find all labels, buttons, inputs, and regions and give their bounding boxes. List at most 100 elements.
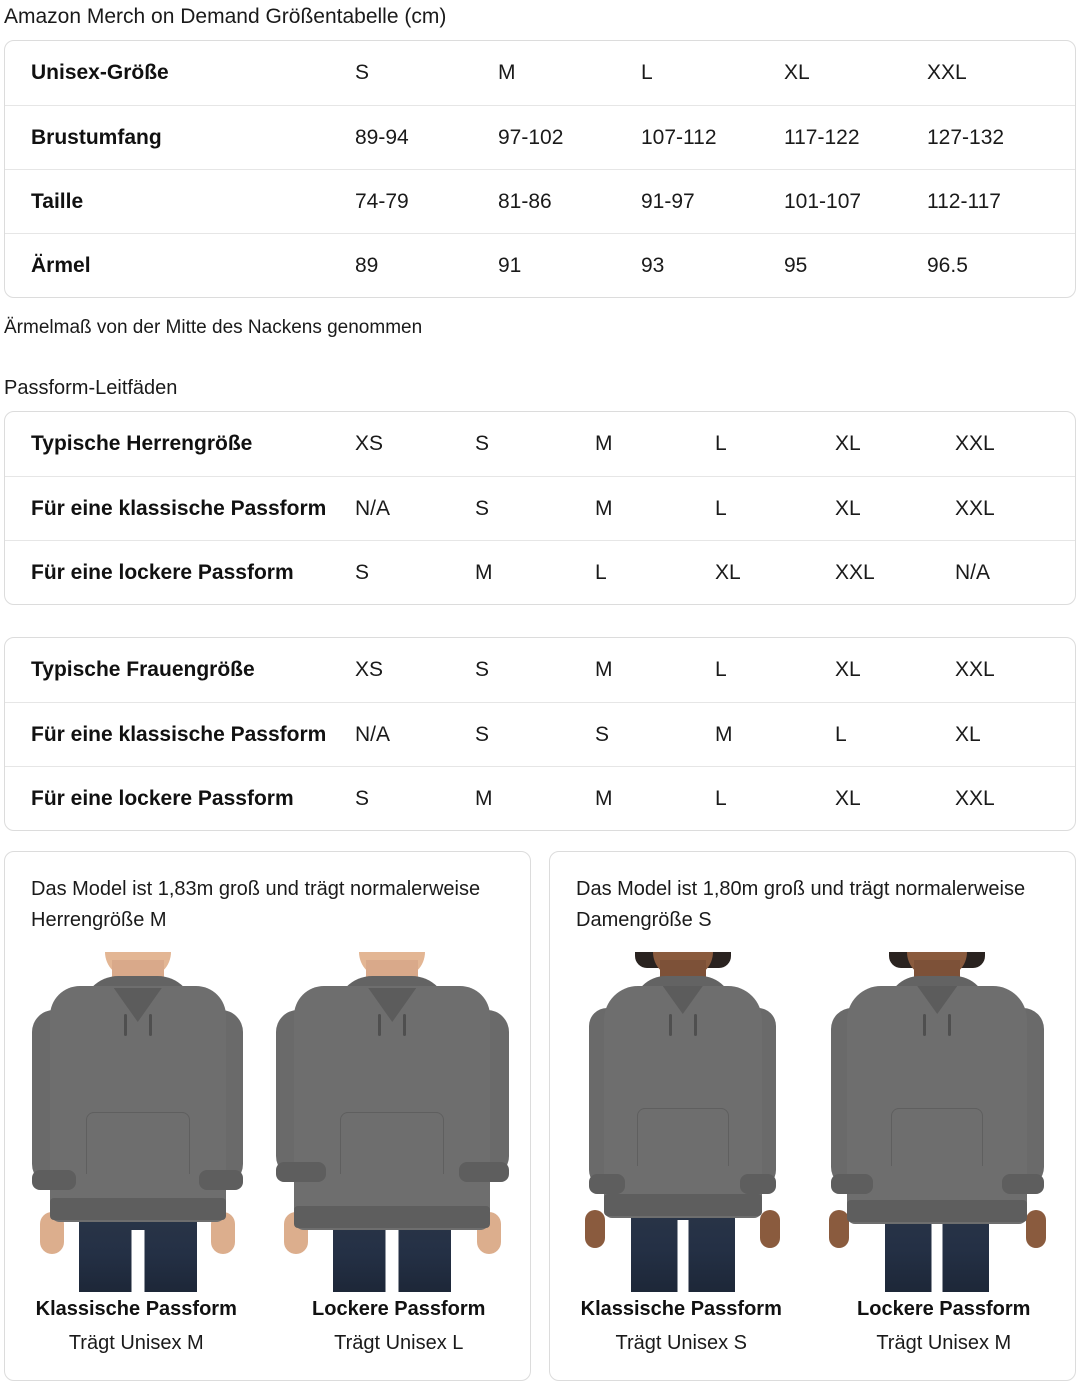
drawstring-left-icon	[923, 1014, 927, 1036]
hem-band-shape	[294, 1206, 491, 1228]
right-hand-shape	[760, 1210, 781, 1248]
model-figures	[550, 944, 1075, 1292]
table-cell: M	[595, 658, 613, 681]
fit-wears: Trägt Unisex M	[68, 1332, 204, 1354]
row-cells: S M L XL XXL N/A	[355, 561, 1075, 585]
row-header-label: Brustumfang	[31, 125, 162, 149]
fit-wears: Trägt Unisex S	[615, 1332, 748, 1354]
table-row: Taille 74-79 81-86 91-97 101-107 112-117	[5, 169, 1075, 233]
right-cuff-shape	[199, 1170, 244, 1190]
header-cells: S M L XL XXL	[355, 61, 1075, 85]
table-cell: XXL	[955, 496, 995, 520]
table-cell: M	[498, 61, 516, 84]
model-description: Das Model ist 1,80m groß und trägt norma…	[576, 878, 1026, 931]
model-card-mens: Das Model ist 1,83m groß und trägt norma…	[4, 851, 531, 1381]
fit-wears: Trägt Unisex L	[334, 1332, 464, 1354]
table-cell: S	[355, 786, 370, 810]
row-cells: N/A S M L XL XXL	[355, 497, 1075, 521]
table-cell: L	[835, 722, 847, 746]
table-row: Für eine klassische Passform N/A S S M L…	[5, 702, 1075, 766]
table-cell: L	[715, 496, 727, 520]
table-cell: XXL	[955, 658, 995, 681]
left-cuff-shape	[589, 1174, 626, 1194]
right-hand-shape	[1025, 1210, 1046, 1248]
table-cell: 95	[784, 253, 808, 277]
table-cell: 127-132	[927, 125, 1005, 149]
sleeve-measure-note: Ärmelmaß von der Mitte des Nackens genom…	[4, 317, 423, 338]
table-row: Ärmel 89 91 93 95 96.5	[5, 233, 1075, 297]
table-cell: XL	[955, 722, 981, 746]
model-captions: Klassische Passform Trägt Unisex S Locke…	[550, 1292, 1075, 1380]
table-cell: XL	[784, 61, 810, 84]
model-figures	[5, 944, 530, 1292]
left-hand-shape	[828, 1210, 849, 1248]
table-cell: 89-94	[355, 125, 409, 149]
row-cells: S M M L XL XXL	[355, 787, 1075, 811]
table-row: Typische Herrengröße XS S M L XL XXL	[5, 412, 1075, 476]
hem-band-shape	[847, 1200, 1028, 1222]
drawstring-right-icon	[693, 1014, 697, 1036]
row-cells: 89-94 97-102 107-112 117-122 127-132	[355, 126, 1075, 150]
hoodie-body-shape	[294, 986, 491, 1230]
model-cards: Das Model ist 1,83m groß und trägt norma…	[4, 851, 1076, 1381]
table-cell: 97-102	[498, 125, 564, 149]
fit-wears: Trägt Unisex M	[876, 1332, 1012, 1354]
table-cell: L	[715, 432, 727, 455]
right-cuff-shape	[1001, 1174, 1044, 1194]
caption-classic-fit: Klassische Passform Trägt Unisex M	[5, 1292, 268, 1372]
row-header-label: Für eine lockere Passform	[31, 560, 294, 584]
drawstring-right-icon	[948, 1014, 952, 1036]
table-cell: M	[475, 560, 493, 584]
fit-title: Lockere Passform	[312, 1298, 486, 1320]
drawstring-right-icon	[148, 1014, 152, 1036]
hem-band-shape	[49, 1198, 226, 1220]
mens-fit-table: Typische Herrengröße XS S M L XL XXL Für…	[4, 411, 1076, 605]
model-card-womens: Das Model ist 1,80m groß und trägt norma…	[549, 851, 1076, 1381]
table-cell: S	[475, 722, 490, 746]
table-cell: N/A	[355, 496, 391, 520]
row-header-label: Für eine klassische Passform	[31, 722, 327, 746]
table-cell: L	[641, 61, 653, 84]
drawstring-left-icon	[378, 1014, 382, 1036]
table-cell: S	[355, 560, 370, 584]
row-header-label: Für eine klassische Passform	[31, 496, 327, 520]
table-cell: 81-86	[498, 189, 552, 213]
table-cell: 91-97	[641, 189, 695, 213]
table-cell: N/A	[355, 722, 391, 746]
caption-loose-fit: Lockere Passform Trägt Unisex L	[268, 1292, 531, 1372]
table-cell: M	[595, 786, 613, 810]
table-cell: L	[595, 560, 607, 584]
table-cell: 89	[355, 253, 379, 277]
left-cuff-shape	[830, 1174, 873, 1194]
table-cell: L	[715, 658, 727, 681]
table-cell: S	[595, 722, 610, 746]
drawstring-left-icon	[668, 1014, 672, 1036]
unisex-size-table: Unisex-Größe S M L XL XXL Brustumfang 89…	[4, 40, 1076, 298]
table-cell: M	[595, 496, 613, 520]
table-header-row: Unisex-Größe S M L XL XXL	[5, 41, 1075, 105]
table-cell: 112-117	[927, 189, 1001, 213]
table-cell: L	[715, 786, 727, 810]
table-cell: S	[355, 61, 370, 84]
hem-band-shape	[603, 1194, 762, 1216]
row-header-label: Ärmel	[31, 253, 91, 277]
table-cell: N/A	[955, 560, 991, 584]
row-cells: 74-79 81-86 91-97 101-107 112-117	[355, 190, 1075, 214]
page-title: Amazon Merch on Demand Größentabelle (cm…	[4, 5, 447, 28]
table-row: Für eine lockere Passform S M M L XL XXL	[5, 766, 1075, 830]
row-header-label: Taille	[31, 189, 84, 213]
model-captions: Klassische Passform Trägt Unisex M Locke…	[5, 1292, 530, 1380]
table-cell: S	[475, 658, 490, 681]
table-cell: XXL	[955, 786, 995, 810]
kangaroo-pocket-shape	[891, 1108, 984, 1166]
model-photo-loose-fit-female	[825, 952, 1050, 1292]
row-cells: XS S M L XL XXL	[355, 432, 1075, 456]
table-cell: 91	[498, 253, 522, 277]
row-header-label: Typische Frauengröße	[31, 658, 255, 681]
model-photo-classic-fit-male	[30, 952, 245, 1292]
table-cell: XL	[835, 432, 861, 455]
table-cell: XL	[835, 496, 861, 520]
hoodie-body-shape	[49, 986, 226, 1222]
kangaroo-pocket-shape	[340, 1112, 445, 1174]
